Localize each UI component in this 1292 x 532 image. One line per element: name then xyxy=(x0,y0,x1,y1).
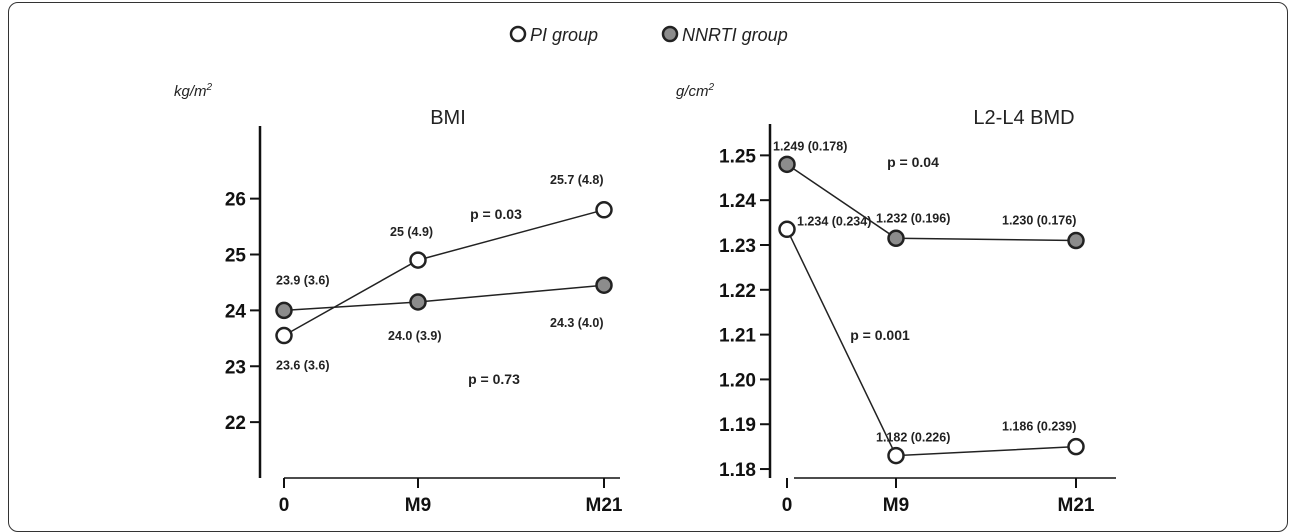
data-point-nnrti xyxy=(778,155,796,174)
data-label-nnrti: 1.249 (0.178) xyxy=(773,139,847,153)
bmd-series-lines xyxy=(786,163,1077,457)
bmi-data-labels: 23.6 (3.6) 25 (4.9) 25.7 (4.8) 23.9 (3.6) 24… xyxy=(276,173,604,373)
bmi-title: BMI xyxy=(430,107,466,129)
data-point-nnrti xyxy=(1067,231,1085,250)
legend-label-nnrti: NNRTI group xyxy=(682,25,788,45)
x-tick-label: M21 xyxy=(1058,495,1095,516)
data-point-nnrti xyxy=(275,301,293,320)
x-tick-label: M21 xyxy=(586,495,623,516)
data-label-nnrti: 1.232 (0.196) xyxy=(876,211,950,225)
data-label-pi: 1.182 (0.226) xyxy=(876,431,950,445)
bmi-series-markers xyxy=(275,201,613,345)
data-label-pi: 1.234 (0.234) xyxy=(797,214,871,228)
data-label-pi: 25 (4.9) xyxy=(390,225,433,239)
data-label-pi: 23.6 (3.6) xyxy=(276,359,330,373)
bmd-title: L2-L4 BMD xyxy=(973,107,1074,129)
bmi-ylabel: kg/m2 xyxy=(174,82,213,100)
bmd-y-ticks: 1.18 1.19 1.20 1.21 1.22 1.23 1.24 1.25 xyxy=(719,146,770,481)
y-tick-label: 22 xyxy=(225,413,246,434)
y-tick-label: 1.19 xyxy=(719,415,756,436)
data-label-nnrti: 23.9 (3.6) xyxy=(276,273,330,287)
data-point-nnrti xyxy=(887,229,905,248)
y-tick-label: 26 xyxy=(225,190,246,211)
data-point-pi xyxy=(1067,437,1085,456)
x-tick-label: M9 xyxy=(405,495,431,516)
data-label-nnrti: 24.0 (3.9) xyxy=(388,329,442,343)
data-point-nnrti xyxy=(409,293,427,311)
bmd-ylabel: g/cm2 xyxy=(676,82,715,100)
bmd-series-markers xyxy=(778,155,1085,465)
y-tick-label: 23 xyxy=(225,357,246,378)
x-tick-label: 0 xyxy=(782,495,793,516)
data-label-nnrti: 24.3 (4.0) xyxy=(550,316,604,330)
y-tick-label: 1.20 xyxy=(719,370,756,391)
bmd-pvalue-nnrti: p = 0.04 xyxy=(887,154,939,170)
y-tick-label: 1.24 xyxy=(719,191,756,212)
data-point-pi xyxy=(595,201,613,219)
y-tick-label: 1.22 xyxy=(719,281,756,302)
bmi-panel: kg/m2 BMI 22 23 24 25 26 0 M9 M21 23.6 (3.6) 25… xyxy=(174,82,623,516)
bmi-x-ticks: 0 M9 M21 xyxy=(279,478,623,516)
bmd-data-labels: 1.234 (0.234) 1.182 (0.226) 1.186 (0.239) 1… xyxy=(773,139,1076,444)
data-point-nnrti xyxy=(595,276,613,294)
data-point-pi xyxy=(887,446,905,465)
x-tick-label: 0 xyxy=(279,495,290,516)
data-point-pi xyxy=(778,220,796,239)
y-tick-label: 1.23 xyxy=(719,236,756,257)
y-tick-label: 1.25 xyxy=(719,146,756,167)
data-label-pi: 1.186 (0.239) xyxy=(1002,420,1076,434)
series-line-nnrti xyxy=(786,163,1077,242)
y-tick-label: 1.18 xyxy=(719,460,756,481)
bmd-panel: g/cm2 L2-L4 BMD 1.18 1.19 1.20 1.21 1.22 1.23… xyxy=(676,82,1116,516)
bmd-x-ticks: 0 M9 M21 xyxy=(782,478,1095,516)
series-line-nnrti xyxy=(283,284,605,312)
bmd-pvalue-pi: p = 0.001 xyxy=(850,327,910,343)
bmi-pvalue-nnrti: p = 0.73 xyxy=(468,371,520,387)
legend: PI group NNRTI group xyxy=(509,25,788,45)
legend-label-pi: PI group xyxy=(530,25,598,45)
legend-marker-pi xyxy=(509,25,527,43)
y-tick-label: 25 xyxy=(225,246,247,267)
bmi-y-ticks: 22 23 24 25 26 xyxy=(225,190,260,434)
figure-canvas: PI group NNRTI group kg/m2 BMI 222324252… xyxy=(174,25,1116,516)
legend-marker-nnrti xyxy=(661,25,679,43)
y-tick-label: 24 xyxy=(225,301,247,322)
data-point-pi xyxy=(275,326,293,345)
bmi-pvalue-pi: p = 0.03 xyxy=(470,206,522,222)
data-point-pi xyxy=(409,251,427,269)
y-tick-label: 1.21 xyxy=(719,326,756,347)
data-label-pi: 25.7 (4.8) xyxy=(550,173,604,187)
x-tick-label: M9 xyxy=(883,495,909,516)
data-label-nnrti: 1.230 (0.176) xyxy=(1002,214,1076,228)
